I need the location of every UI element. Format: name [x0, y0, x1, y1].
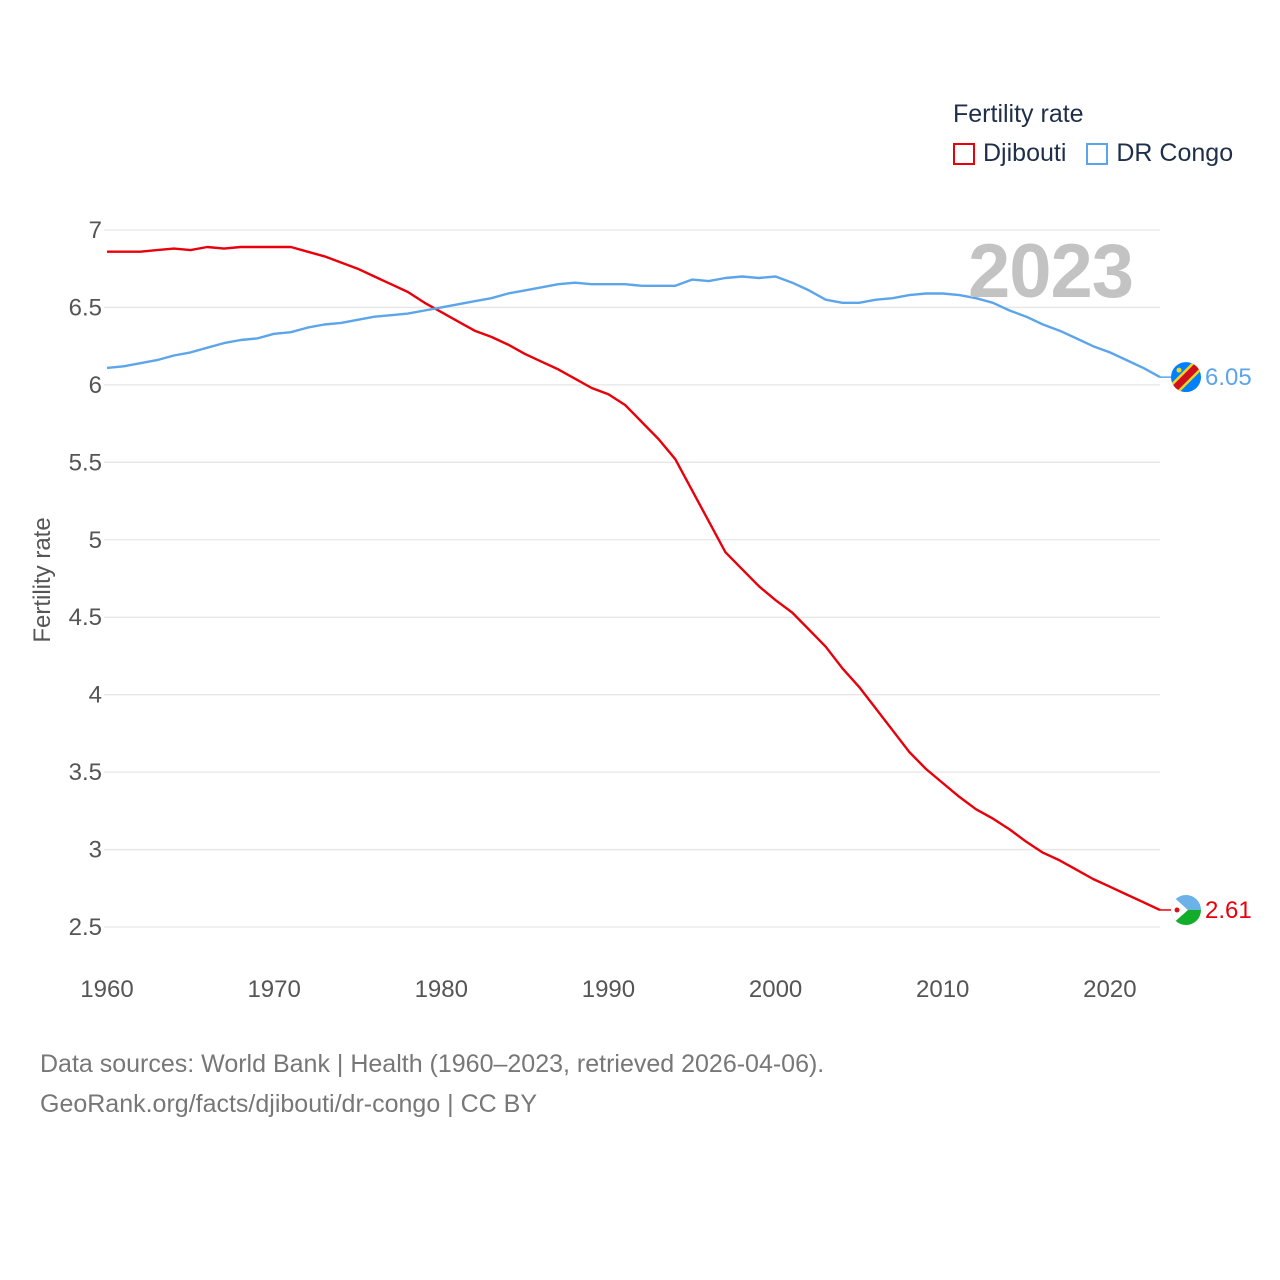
legend-item-dr-congo[interactable]: DR Congo: [1086, 139, 1233, 168]
dr-congo-flag-icon: [1171, 362, 1201, 393]
series-lines: [106, 245, 1161, 912]
y-tick-label: 4.5: [69, 604, 102, 631]
y-tick-label: 5.5: [69, 449, 102, 476]
series-line-dr-congo[interactable]: [106, 275, 1161, 379]
x-tick-label: 2010: [916, 976, 969, 1003]
legend-title: Fertility rate: [953, 100, 1084, 128]
legend-label-djibouti: Djibouti: [983, 139, 1067, 167]
legend-item-djibouti[interactable]: Djibouti: [953, 139, 1066, 168]
legend: Fertility rate Djibouti DR Congo: [953, 100, 1233, 168]
x-axis-ticks: 1960 1970 1980 1990 2000 2010 2020: [80, 976, 1136, 1003]
series-line-djibouti[interactable]: [107, 245, 1161, 912]
legend-swatch-djibouti: [953, 142, 975, 165]
y-tick-label: 3: [89, 837, 102, 864]
y-tick-label: 6: [89, 372, 102, 399]
y-tick-label: 6.5: [69, 294, 102, 321]
x-tick-label: 1960: [80, 976, 133, 1003]
y-axis-label: Fertility rate: [29, 517, 56, 642]
x-tick-label: 1970: [247, 976, 300, 1003]
x-tick-label: 1980: [415, 976, 468, 1003]
x-tick-label: 2020: [1083, 976, 1136, 1003]
y-tick-label: 4: [89, 682, 102, 709]
y-tick-label: 5: [89, 527, 102, 554]
end-value-label: 6.05: [1205, 364, 1252, 391]
x-tick-label: 1990: [582, 976, 635, 1003]
source-url-text[interactable]: GeoRank.org/facts/djibouti/dr-congo | CC…: [40, 1090, 538, 1118]
y-axis-ticks: 7 6.5 6 5.5 5 4.5 4 3.5 3 2.5: [69, 217, 102, 941]
gridlines: [104, 229, 1160, 928]
y-tick-label: 7: [89, 217, 102, 244]
y-tick-label: 3.5: [69, 759, 102, 786]
legend-label-dr-congo: DR Congo: [1116, 139, 1234, 167]
footer: Data sources: World Bank | Health (1960–…: [40, 1044, 824, 1124]
djibouti-flag-icon: [1171, 894, 1201, 925]
end-markers: 2.61 6.05: [1160, 362, 1252, 925]
end-value-label: 2.61: [1205, 897, 1252, 924]
legend-swatch-dr-congo: [1086, 142, 1109, 165]
x-tick-label: 2000: [749, 976, 802, 1003]
data-sources-text: Data sources: World Bank | Health (1960–…: [40, 1050, 825, 1078]
y-tick-label: 2.5: [69, 914, 102, 941]
year-overlay: 2023: [968, 229, 1134, 314]
